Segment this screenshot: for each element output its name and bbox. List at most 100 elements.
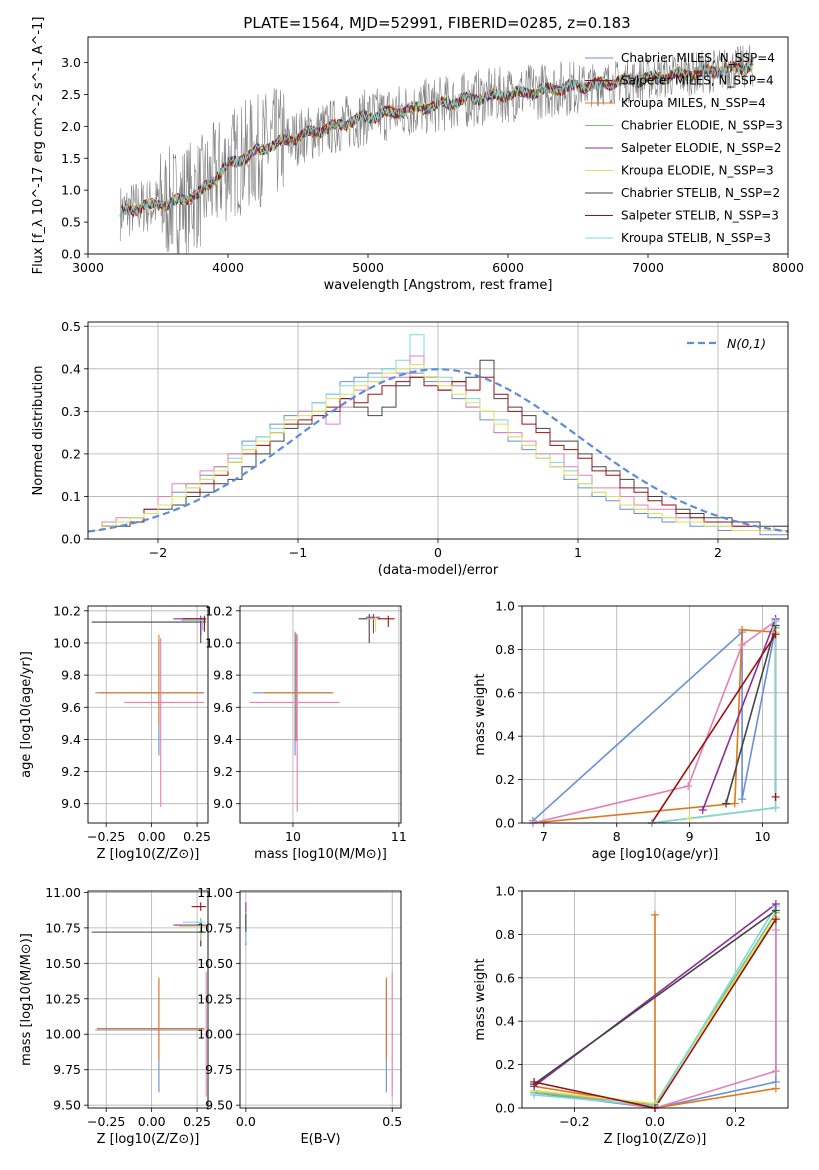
y-tick-label: 9.8 bbox=[61, 668, 81, 683]
weight-line bbox=[532, 627, 777, 822]
x-tick-label: −2 bbox=[149, 545, 167, 560]
y-axis-label: mass weight bbox=[473, 673, 488, 755]
x-axis-label: Z [log10(Z/Z⊙)] bbox=[604, 1132, 707, 1147]
plot-area bbox=[245, 902, 393, 1097]
legend-label: Kroupa STELIB, N_SSP=3 bbox=[621, 231, 771, 245]
weight-marker bbox=[738, 625, 747, 634]
y-axis-label: age [log10(age/yr)] bbox=[19, 651, 34, 778]
y-tick-label: 0.0 bbox=[61, 532, 81, 547]
y-tick-label: 0.1 bbox=[61, 489, 81, 504]
weight-marker bbox=[722, 799, 731, 808]
legend-label: Chabrier MILES, N_SSP=4 bbox=[621, 51, 775, 65]
x-tick-label: 10 bbox=[755, 829, 771, 844]
plot-area bbox=[249, 614, 395, 812]
x-tick-label: 0.00 bbox=[138, 1114, 166, 1129]
y-tick-label: 10.75 bbox=[197, 920, 233, 935]
weight-marker bbox=[771, 906, 780, 915]
plot-area bbox=[88, 334, 788, 536]
x-tick-label: 0.2 bbox=[726, 1114, 746, 1129]
weight-marker bbox=[738, 641, 747, 650]
y-tick-label: 10.50 bbox=[45, 956, 81, 971]
weight-marker bbox=[730, 799, 739, 808]
x-tick-label: −0.2 bbox=[559, 1114, 589, 1129]
x-axis-label: wavelength [Angstrom, rest frame] bbox=[324, 278, 553, 293]
x-tick-label: 9 bbox=[686, 829, 694, 844]
y-tick-label: 9.6 bbox=[213, 700, 233, 715]
y-tick-label: 9.0 bbox=[213, 796, 233, 811]
y-tick-label: 1.0 bbox=[61, 183, 81, 198]
y-tick-label: 0.2 bbox=[61, 446, 81, 461]
weight-line bbox=[533, 909, 777, 1085]
y-tick-label: 10.00 bbox=[45, 1027, 81, 1042]
y-tick-label: 0.5 bbox=[61, 319, 81, 334]
model-line bbox=[119, 59, 754, 217]
weight-marker bbox=[771, 803, 780, 812]
x-axis-label: E(B-V) bbox=[300, 1132, 340, 1147]
y-tick-label: 11.00 bbox=[45, 885, 81, 900]
x-axis-label: Z [log10(Z/Z⊙)] bbox=[97, 1132, 200, 1147]
legend-label: Chabrier STELIB, N_SSP=2 bbox=[621, 186, 780, 200]
x-tick-label: 8000 bbox=[772, 260, 804, 275]
axes-frame bbox=[87, 321, 789, 540]
normal-curve bbox=[88, 368, 788, 533]
y-tick-label: 0.4 bbox=[495, 1014, 515, 1029]
y-tick-label: 11.00 bbox=[197, 885, 233, 900]
x-axis-label: Z [log10(Z/Z⊙)] bbox=[97, 847, 200, 862]
x-tick-label: 10 bbox=[285, 829, 301, 844]
x-axis-label: mass [log10(M/M⊙)] bbox=[254, 847, 387, 862]
weight-marker bbox=[685, 814, 694, 823]
panel-age_vs_mass: 10 11 9.0 9.2 9.4 9.6 9.8 10.0 10.2 mass [log10(M… bbox=[205, 603, 407, 862]
y-tick-label: 10.2 bbox=[53, 603, 81, 618]
y-tick-label: 3.0 bbox=[61, 55, 81, 70]
panel-weight_vs_Z: −0.2 0.0 0.2 0.0 0.2 0.4 0.6 0.8 1.0 Z [log10(Z/Z… bbox=[473, 884, 789, 1147]
weight-marker bbox=[684, 782, 693, 791]
weight-line bbox=[533, 930, 777, 1108]
plot-area bbox=[91, 615, 207, 807]
y-tick-label: 10.0 bbox=[205, 635, 233, 650]
x-tick-label: −0.25 bbox=[87, 829, 125, 844]
y-tick-label: 10.0 bbox=[53, 635, 81, 650]
panel-mass_vs_EBV: 0.0 0.5 9.50 9.75 10.00 10.25 10.50 10.75 11.00 E… bbox=[197, 885, 402, 1147]
y-tick-label: 9.50 bbox=[205, 1098, 233, 1113]
weight-marker bbox=[651, 910, 659, 919]
x-tick-label: 7000 bbox=[632, 260, 664, 275]
plot-area bbox=[119, 44, 754, 254]
y-tick-label: 10.2 bbox=[205, 603, 233, 618]
y-tick-label: 10.00 bbox=[197, 1027, 233, 1042]
y-axis-label: mass weight bbox=[473, 958, 488, 1040]
weight-line bbox=[725, 625, 777, 804]
legend-label: Salpeter ELODIE, N_SSP=2 bbox=[621, 141, 782, 155]
weight-line bbox=[532, 620, 777, 823]
y-tick-label: 9.4 bbox=[61, 732, 81, 747]
x-tick-label: 6000 bbox=[492, 260, 524, 275]
y-tick-label: 9.4 bbox=[213, 732, 233, 747]
legend-label: Salpeter MILES, N_SSP=4 bbox=[621, 74, 774, 88]
legend-label: N(0,1) bbox=[727, 336, 766, 351]
histogram-step bbox=[88, 376, 788, 531]
x-tick-label: 5000 bbox=[352, 260, 384, 275]
figure-title: PLATE=1564, MJD=52991, FIBERID=0285, z=0… bbox=[243, 14, 630, 32]
x-tick-label: 0.25 bbox=[183, 1114, 211, 1129]
x-tick-label: 0.0 bbox=[236, 1114, 256, 1129]
weight-marker bbox=[771, 1067, 780, 1076]
x-axis-label: age [log10(age/yr)] bbox=[592, 847, 719, 862]
y-tick-label: 9.2 bbox=[213, 764, 233, 779]
histogram-step bbox=[88, 364, 788, 531]
y-tick-label: 0.5 bbox=[61, 215, 81, 230]
panel-spectrum: 3000 4000 5000 6000 7000 8000 0.0 0.5 1.0 1.5 2.0 2… bbox=[31, 17, 804, 293]
legend-label: Chabrier ELODIE, N_SSP=3 bbox=[621, 119, 783, 133]
panel-age_vs_Z: −0.25 0.00 0.25 9.0 9.2 9.4 9.6 9.8 10.0 10.2 Z [l… bbox=[19, 603, 211, 862]
x-tick-label: 0.5 bbox=[382, 1114, 402, 1129]
axes-frame bbox=[239, 890, 402, 1109]
axes-frame bbox=[521, 890, 789, 1109]
weight-marker bbox=[771, 1084, 780, 1093]
y-tick-label: 1.0 bbox=[495, 599, 515, 614]
y-tick-label: 0.0 bbox=[495, 816, 515, 831]
y-tick-label: 9.0 bbox=[61, 796, 81, 811]
x-tick-label: 1 bbox=[574, 545, 582, 560]
y-tick-label: 9.50 bbox=[53, 1098, 81, 1113]
weight-marker bbox=[771, 926, 780, 935]
y-tick-label: 9.6 bbox=[61, 700, 81, 715]
y-tick-label: 2.5 bbox=[61, 87, 81, 102]
